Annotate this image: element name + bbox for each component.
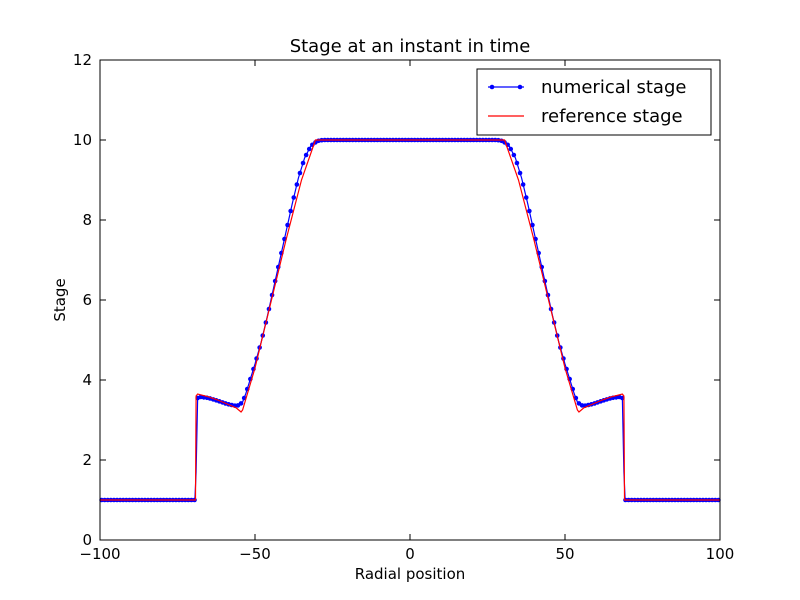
numerical-stage-point	[238, 401, 244, 406]
x-tick-label: −100	[79, 545, 120, 563]
y-tick-label: 6	[82, 291, 92, 309]
y-tick-label: 4	[82, 371, 92, 389]
y-tick-label: 2	[82, 451, 92, 469]
legend-numerical-marker	[489, 84, 495, 90]
numerical-stage-point	[530, 222, 535, 228]
numerical-stage-point	[514, 160, 520, 166]
legend-box	[476, 68, 712, 136]
axis-ticks: −100 −50 0 50 100 0 2 4 6 8 10 12	[73, 51, 734, 563]
x-tick-label: 50	[555, 545, 574, 563]
legend-numerical-marker	[517, 84, 523, 90]
numerical-stage-point	[527, 208, 532, 214]
y-axis-label: Stage	[51, 278, 69, 321]
y-tick-label: 0	[82, 531, 92, 549]
x-axis-label: Radial position	[355, 565, 466, 583]
legend-numerical-label: numerical stage	[541, 77, 686, 98]
numerical-stage-point	[300, 160, 306, 166]
numerical-stage-point	[520, 182, 526, 187]
x-tick-label: −50	[239, 545, 271, 563]
reference-stage-line	[100, 139, 720, 501]
x-tick-label: 100	[706, 545, 735, 563]
numerical-stage-point	[523, 195, 529, 200]
numerical-stage-point	[517, 170, 523, 176]
chart-title: Stage at an instant in time	[290, 36, 531, 57]
plot-area	[99, 137, 721, 503]
x-tick-label: 0	[405, 545, 415, 563]
legend: numerical stage reference stage	[476, 68, 712, 136]
numerical-stage-point	[303, 152, 309, 158]
y-tick-label: 12	[73, 51, 92, 69]
numerical-stage-point	[508, 146, 514, 152]
numerical-stage-point	[288, 208, 293, 214]
numerical-stage-point	[306, 146, 312, 152]
numerical-stage-point	[294, 182, 300, 187]
numerical-stage-point	[297, 170, 303, 176]
y-tick-label: 10	[73, 131, 92, 149]
y-tick-label: 8	[82, 211, 92, 229]
numerical-stage-point	[291, 195, 297, 200]
numerical-stage-point	[511, 152, 517, 158]
numerical-stage-point	[285, 222, 290, 228]
legend-reference-label: reference stage	[541, 106, 683, 127]
